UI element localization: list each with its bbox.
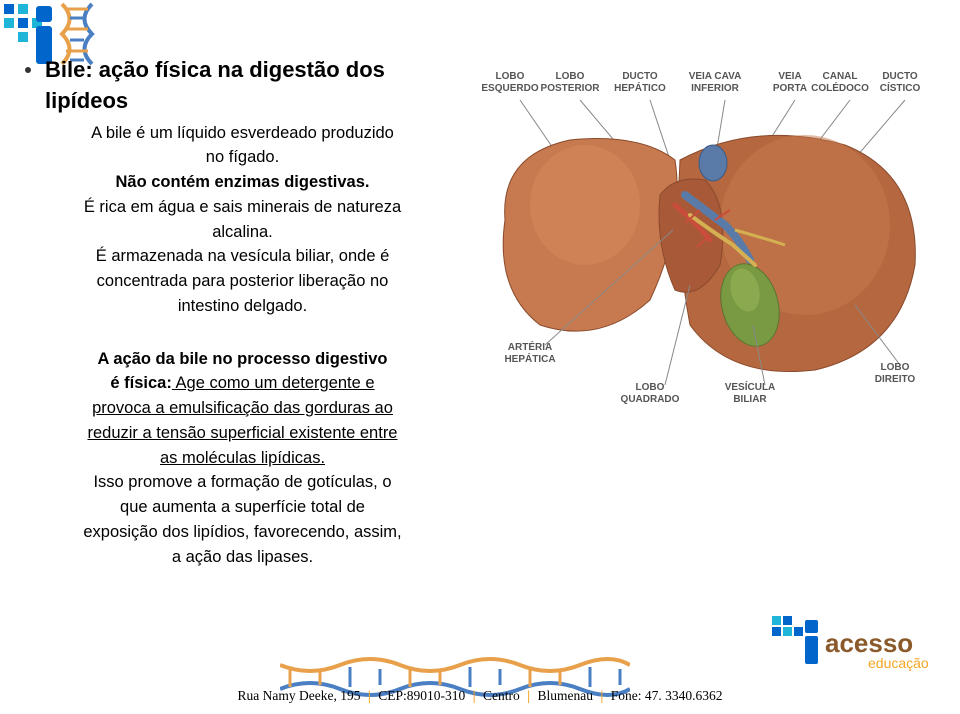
svg-text:INFERIOR: INFERIOR (691, 83, 740, 94)
p1-l8: intestino delgado. (178, 297, 307, 315)
footer-addr: Rua Namy Deeke, 195 (238, 688, 361, 703)
heading: Bile: ação física na digestão dos lipíde… (45, 55, 385, 117)
p2-l6: Isso promove a formação de gotículas, o (93, 473, 391, 491)
svg-text:LOBO: LOBO (556, 71, 585, 82)
p1-l6: É armazenada na vesícula biliar, onde é (96, 247, 390, 265)
footer-cep: CEP:89010-310 (378, 688, 465, 703)
svg-text:QUADRADO: QUADRADO (621, 394, 680, 405)
heading-l1: Bile: ação física na digestão dos (45, 57, 385, 82)
svg-text:ARTÉRIA: ARTÉRIA (508, 340, 552, 353)
sep-icon: | (473, 688, 476, 703)
svg-text:COLÉDOCO: COLÉDOCO (811, 81, 869, 94)
bullet-icon (25, 67, 31, 73)
svg-text:POSTERIOR: POSTERIOR (541, 83, 601, 94)
p2-l4: reduzir a tensão superficial existente e… (87, 424, 397, 442)
brand-tag: educação (868, 655, 929, 671)
paragraph-1: A bile é um líquido esverdeado produzido… (25, 121, 460, 319)
heading-l2: lipídeos (45, 88, 128, 113)
svg-text:VESÍCULA: VESÍCULA (725, 380, 776, 393)
liver-figure: LOBOESQUERDOLOBOPOSTERIORDUCTOHEPÁTICOVE… (475, 65, 945, 425)
p2-l2: Age como um detergente e (172, 374, 375, 392)
sep-icon: | (600, 688, 603, 703)
p2-l7: que aumenta a superfície total de (120, 498, 365, 516)
svg-text:DUCTO: DUCTO (882, 71, 918, 82)
p1-l1: A bile é um líquido esverdeado produzido (91, 124, 394, 142)
p2-l3: provoca a emulsificação das gorduras ao (92, 399, 393, 417)
liver-shape (503, 135, 915, 372)
main-text: Bile: ação física na digestão dos lipíde… (25, 55, 460, 569)
bottom-logo: acesso educação (770, 614, 940, 684)
svg-text:LOBO: LOBO (496, 71, 525, 82)
sep-icon: | (527, 688, 530, 703)
p2-l9: a ação das lipases. (172, 548, 313, 566)
svg-text:BILIAR: BILIAR (733, 394, 767, 405)
svg-text:LOBO: LOBO (881, 362, 910, 373)
svg-text:VEIA CAVA: VEIA CAVA (689, 71, 742, 82)
svg-text:LOBO: LOBO (636, 382, 665, 393)
liver-svg: LOBOESQUERDOLOBOPOSTERIORDUCTOHEPÁTICOVE… (475, 65, 945, 425)
svg-text:HEPÁTICO: HEPÁTICO (614, 81, 666, 94)
p2-l8: exposição dos lipídios, favorecendo, ass… (83, 523, 401, 541)
p1-l3: Não contém enzimas digestivas. (115, 173, 369, 191)
svg-text:PORTA: PORTA (773, 83, 807, 94)
p1-l7: concentrada para posterior liberação no (97, 272, 389, 290)
paragraph-2: A ação da bile no processo digestivo é f… (25, 347, 460, 570)
bottom-logo-svg: acesso educação (770, 614, 940, 679)
svg-text:CANAL: CANAL (823, 71, 858, 82)
svg-text:DIREITO: DIREITO (875, 374, 916, 385)
footer-fone: Fone: 47. 3340.6362 (611, 688, 723, 703)
footer-centro: Centro (483, 688, 520, 703)
p2-l5: as moléculas lipídicas. (160, 449, 325, 467)
p1-l5: alcalina. (212, 223, 273, 241)
p1-l2: no fígado. (206, 148, 279, 166)
svg-text:ESQUERDO: ESQUERDO (481, 83, 538, 94)
p2-l1b: é física: (110, 374, 171, 392)
p2-l1a: A ação da bile no processo digestivo (97, 350, 387, 368)
svg-text:VEIA: VEIA (778, 71, 801, 82)
footer-city: Blumenau (537, 688, 593, 703)
footer: Rua Namy Deeke, 195 | CEP:89010-310 | Ce… (0, 688, 960, 704)
brand-name: acesso (825, 628, 913, 658)
p1-l4: É rica em água e sais minerais de nature… (84, 198, 401, 216)
svg-text:HEPÁTICA: HEPÁTICA (504, 352, 555, 365)
sep-icon: | (368, 688, 371, 703)
svg-text:CÍSTICO: CÍSTICO (880, 81, 921, 94)
heading-row: Bile: ação física na digestão dos lipíde… (25, 55, 460, 117)
svg-text:DUCTO: DUCTO (622, 71, 658, 82)
